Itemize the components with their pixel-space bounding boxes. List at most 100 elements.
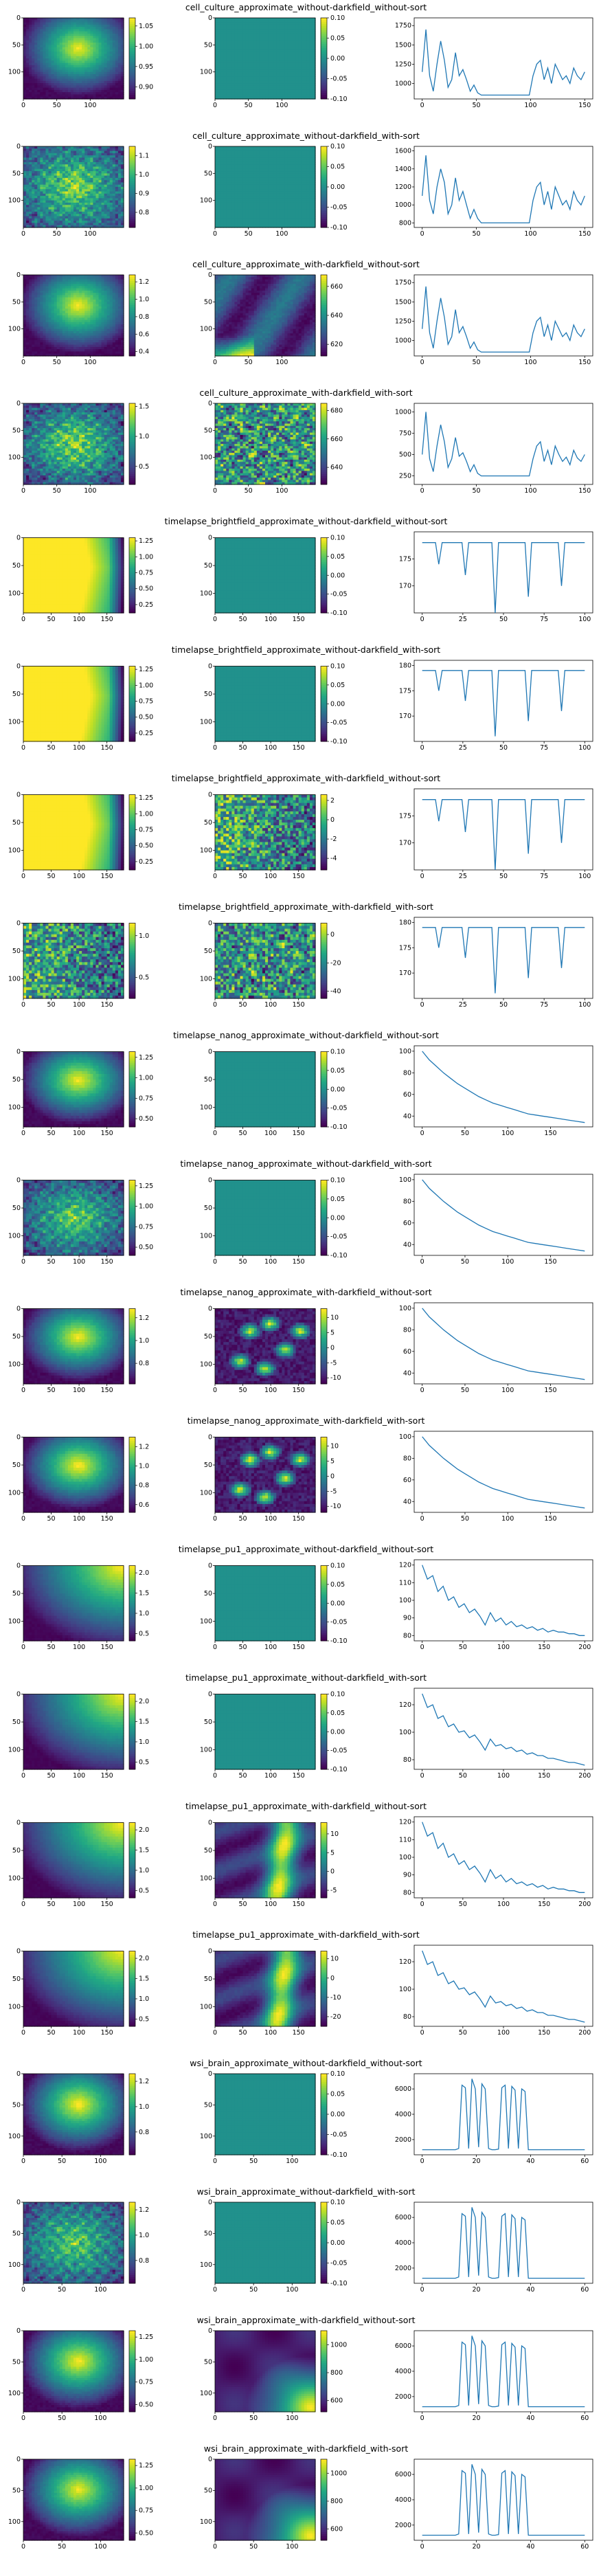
heatmap-cell — [104, 36, 108, 39]
heatmap-cell — [229, 96, 232, 100]
heatmap-cell — [295, 74, 299, 77]
heatmap-cell — [67, 76, 71, 80]
heatmap-cell — [48, 67, 52, 70]
heatmap-cell — [218, 89, 221, 93]
heatmap-cell — [229, 24, 232, 27]
heatmap-cell — [248, 22, 252, 25]
heatmap-cell — [117, 65, 122, 68]
heatmap-cell — [220, 56, 224, 59]
heatmap-cell — [287, 189, 291, 192]
colorbar-segment — [129, 187, 135, 190]
heatmap-cell — [248, 171, 252, 174]
heatmap-cell — [112, 27, 116, 30]
heatmap-cell — [117, 146, 122, 149]
heatmap-cell — [284, 24, 288, 27]
heatmap-cell — [312, 65, 316, 68]
heatmap-cell — [54, 40, 58, 43]
heatmap-cell — [79, 18, 82, 21]
heatmap-cell — [65, 202, 69, 205]
heatmap-cell — [59, 187, 63, 190]
heatmap-cell — [84, 47, 88, 50]
heatmap-cell — [242, 74, 247, 77]
heatmap-cell — [109, 209, 113, 212]
heatmap-cell — [237, 180, 241, 183]
heatmap-cell — [293, 47, 297, 50]
heatmap-cell — [79, 89, 82, 93]
heatmap-cell — [115, 177, 119, 181]
heatmap-cell — [56, 168, 60, 172]
heatmap-cell — [231, 193, 235, 197]
heatmap-cell — [259, 157, 263, 161]
heatmap-cell — [298, 76, 302, 80]
heatmap-cell — [312, 182, 316, 186]
heatmap-cell — [237, 71, 241, 75]
heatmap-cell — [276, 71, 280, 75]
heatmap-cell — [295, 150, 299, 154]
heatmap-cell — [51, 78, 55, 82]
heatmap-cell — [79, 31, 82, 34]
heatmap-cell — [237, 36, 241, 39]
heatmap-cell — [67, 189, 71, 192]
heatmap-cell — [220, 31, 224, 34]
heatmap-cell — [271, 47, 274, 50]
heatmap-cell — [104, 45, 108, 48]
heatmap-cell — [73, 159, 77, 163]
heatmap-cell — [240, 29, 244, 32]
heatmap-cell — [115, 27, 119, 30]
heatmap-cell — [262, 173, 266, 177]
heatmap-cell — [23, 173, 27, 177]
heatmap-cell — [26, 94, 30, 98]
heatmap-cell — [279, 60, 282, 64]
colorbar-segment — [129, 201, 135, 204]
heatmap-cell — [276, 182, 280, 186]
heatmap-cell — [262, 85, 266, 89]
heatmap-cell — [98, 27, 102, 30]
heatmap-cell — [82, 153, 85, 156]
heatmap-cell — [51, 43, 55, 45]
heatmap-cell — [268, 80, 271, 84]
heatmap-cell — [79, 159, 82, 163]
heatmap-cell — [54, 153, 58, 156]
heatmap-cell — [23, 191, 27, 194]
heatmap-cell — [259, 43, 263, 45]
heatmap-cell — [218, 161, 221, 165]
colorbar-segment — [321, 38, 327, 41]
heatmap-cell — [90, 153, 93, 156]
heatmap-cell — [90, 205, 93, 208]
heatmap-cell — [298, 159, 302, 163]
heatmap-cell — [253, 74, 258, 77]
heatmap-cell — [309, 87, 313, 91]
heatmap-cell — [273, 184, 277, 188]
heatmap-cell — [54, 218, 58, 221]
heatmap-cell — [279, 29, 282, 32]
heatmap-cell — [251, 92, 255, 96]
heatmap-cell — [73, 173, 77, 177]
x-tick-label: 0 — [21, 102, 25, 109]
heatmap-cell — [67, 221, 71, 224]
heatmap-cell — [87, 43, 91, 45]
heatmap-cell — [82, 212, 85, 214]
heatmap-cell — [218, 22, 221, 25]
heatmap-cell — [256, 78, 260, 82]
heatmap-cell — [95, 27, 100, 30]
heatmap-cell — [229, 175, 232, 179]
heatmap-cell — [298, 24, 302, 27]
heatmap-cell — [76, 198, 80, 201]
heatmap-cell — [259, 58, 263, 61]
heatmap-cell — [112, 63, 116, 66]
heatmap-cell — [59, 69, 63, 73]
heatmap-cell — [51, 24, 55, 27]
heatmap-cell — [45, 38, 49, 41]
heatmap-cell — [293, 150, 297, 154]
heatmap-cell — [32, 191, 35, 194]
heatmap-cell — [115, 171, 119, 174]
heatmap-cell — [106, 18, 111, 21]
heatmap-cell — [93, 202, 97, 205]
heatmap-cell — [295, 187, 299, 190]
heatmap-cell — [298, 63, 302, 66]
heatmap-cell — [273, 94, 277, 98]
heatmap-cell — [234, 191, 238, 194]
heatmap-cell — [43, 148, 47, 152]
heatmap-cell — [76, 157, 80, 161]
heatmap-cell — [65, 80, 69, 84]
